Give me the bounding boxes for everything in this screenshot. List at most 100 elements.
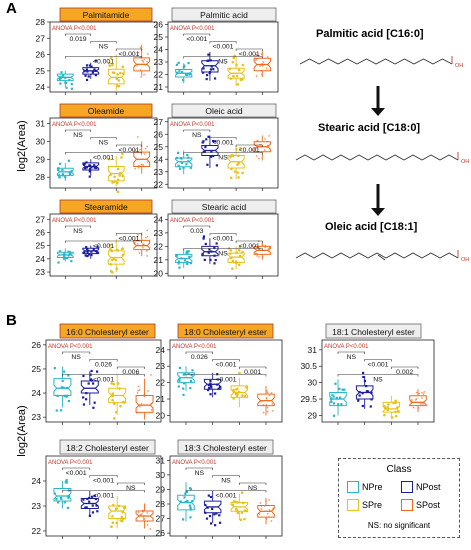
data-point: *	[410, 401, 413, 407]
data-point	[85, 78, 89, 82]
data-point	[207, 59, 210, 62]
plot-frame	[167, 213, 279, 277]
y-tick-label: 25	[36, 241, 46, 251]
chart-title-box	[171, 103, 277, 118]
data-point	[361, 404, 364, 408]
data-point	[111, 392, 115, 395]
data-point	[86, 497, 89, 501]
data-point	[90, 253, 93, 257]
data-point	[59, 496, 63, 500]
box-npost	[355, 385, 374, 400]
plot-frame	[321, 339, 435, 423]
data-point	[57, 167, 60, 170]
data-point	[209, 68, 213, 71]
y-tick-label: 24	[154, 154, 164, 164]
data-point	[180, 157, 183, 160]
chart-title-box	[325, 323, 422, 339]
data-point: *	[145, 236, 148, 242]
data-point	[188, 487, 192, 490]
anova-label: ANOVA P<0.001	[170, 218, 215, 224]
legend-swatch-spre	[347, 499, 359, 511]
data-point	[241, 250, 244, 254]
comparison-bracket	[62, 374, 145, 377]
data-point	[63, 394, 66, 397]
data-point	[121, 152, 124, 156]
comparison-label: NS	[221, 478, 231, 485]
data-point: *	[144, 147, 147, 153]
box-spost	[133, 57, 151, 72]
legend-swatch-spost	[401, 499, 413, 511]
data-point	[87, 249, 90, 252]
data-point	[120, 156, 123, 159]
data-point	[232, 390, 236, 394]
data-point	[57, 174, 61, 177]
data-point	[184, 73, 188, 76]
comparison-label: <0.001	[93, 493, 114, 500]
data-point: *	[260, 53, 263, 59]
data-point	[111, 181, 114, 184]
pathway-label-stearic: Stearic acid [C18:0]	[318, 122, 421, 134]
data-point: *	[142, 511, 145, 517]
data-point: *	[258, 157, 261, 163]
data-point: *	[415, 399, 418, 405]
data-point	[65, 481, 68, 484]
data-point: *	[422, 403, 425, 409]
oleic-structure	[295, 252, 459, 259]
panel-a-label: A	[6, 0, 17, 17]
data-point	[65, 394, 68, 397]
data-point	[178, 377, 181, 380]
comparison-label: <0.001	[216, 377, 237, 384]
y-tick-label: 29	[308, 410, 318, 420]
box-npre	[56, 73, 74, 82]
data-point	[397, 410, 400, 413]
data-point	[383, 413, 386, 417]
data-point	[190, 373, 193, 377]
chart-5: Stearic acid2021222324**************ANOV…	[154, 199, 279, 279]
data-point	[183, 382, 186, 385]
box-spre	[108, 505, 127, 519]
data-point	[53, 492, 56, 495]
data-point	[93, 166, 96, 169]
data-point	[181, 518, 185, 521]
data-point: *	[147, 161, 150, 167]
y-tick-label: 22	[154, 241, 164, 251]
comparison-bracket	[235, 144, 263, 147]
data-point	[361, 392, 364, 395]
data-point: *	[260, 508, 263, 514]
data-point	[113, 175, 116, 179]
box-npre	[177, 494, 195, 511]
data-point	[182, 387, 185, 390]
data-point: *	[143, 518, 146, 524]
y-tick-label: 26	[154, 129, 164, 139]
data-point	[229, 249, 233, 252]
data-point	[212, 154, 215, 158]
data-point	[186, 261, 189, 264]
data-point	[60, 386, 64, 389]
comparison-bracket	[115, 233, 143, 236]
data-point: *	[272, 410, 275, 416]
data-point	[82, 396, 85, 399]
comparison-bracket	[115, 48, 143, 51]
comparison-bracket	[183, 129, 211, 132]
comparison-label: 0.03	[190, 228, 203, 235]
data-point	[70, 170, 73, 173]
data-point: *	[264, 138, 267, 144]
comparison-bracket	[212, 475, 240, 478]
data-point	[108, 243, 112, 247]
data-point: *	[139, 148, 142, 154]
data-point	[338, 387, 341, 390]
comparison-bracket	[185, 467, 213, 470]
data-point	[232, 56, 235, 60]
data-point: *	[147, 390, 150, 396]
data-point: *	[270, 520, 273, 526]
data-point: *	[261, 74, 264, 80]
data-point	[67, 250, 70, 253]
data-point	[69, 173, 72, 176]
comparison-bracket	[239, 366, 267, 369]
comparison-bracket	[64, 129, 92, 132]
data-point: *	[139, 405, 142, 411]
data-point: *	[270, 392, 273, 398]
y-tick-label: 24	[32, 388, 42, 398]
y-tick-label: 23	[32, 412, 42, 422]
data-point: *	[267, 145, 270, 151]
